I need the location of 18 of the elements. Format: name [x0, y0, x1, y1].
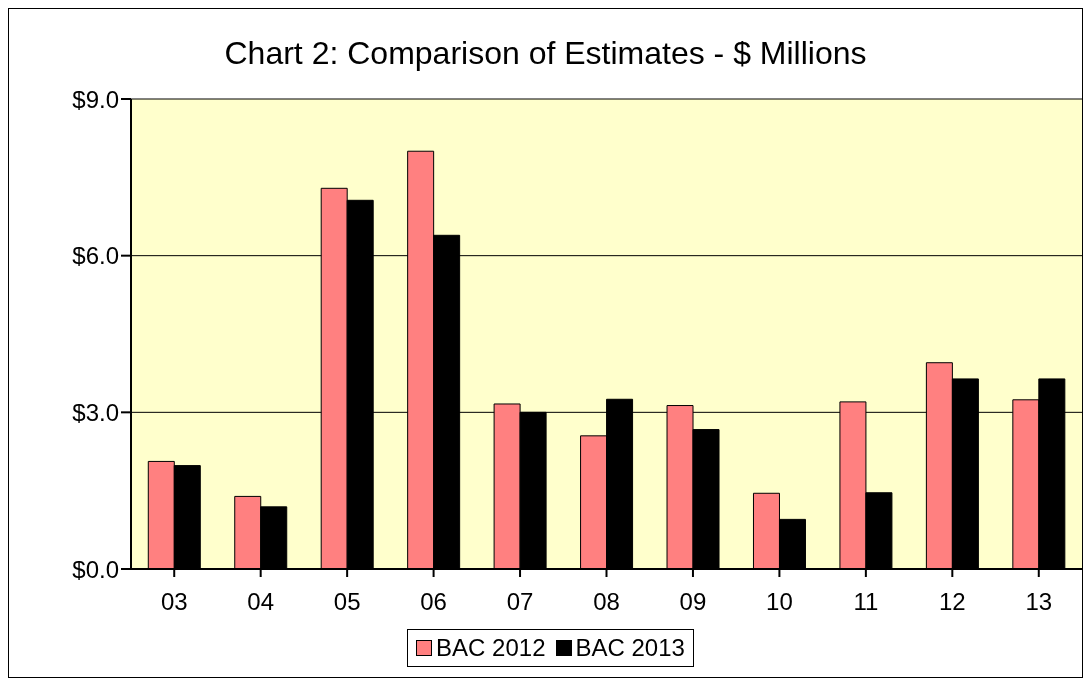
y-tick-label: $3.0 [72, 398, 119, 426]
x-tick-label: 08 [593, 588, 620, 616]
x-tick-label: 05 [333, 588, 361, 616]
x-tick-label: 07 [506, 588, 534, 616]
legend-label: BAC 2013 [575, 634, 685, 662]
chart-title: Chart 2: Comparison of Estimates - $ Millions [223, 35, 868, 72]
legend-label: BAC 2012 [436, 634, 546, 662]
x-tick-label: 03 [160, 588, 188, 616]
y-tick-label: $9.0 [72, 85, 119, 113]
x-tick-label: 13 [1025, 588, 1053, 616]
x-tick-label: 04 [247, 588, 275, 616]
y-tick-label: $6.0 [72, 242, 119, 270]
x-tick-label: 11 [853, 588, 879, 616]
x-tick-label: 12 [938, 588, 966, 616]
x-tick-label: 06 [420, 588, 447, 616]
x-tick-label: 10 [766, 588, 793, 616]
x-tick-label: 09 [679, 588, 707, 616]
y-tick-label: $0.0 [72, 555, 119, 583]
